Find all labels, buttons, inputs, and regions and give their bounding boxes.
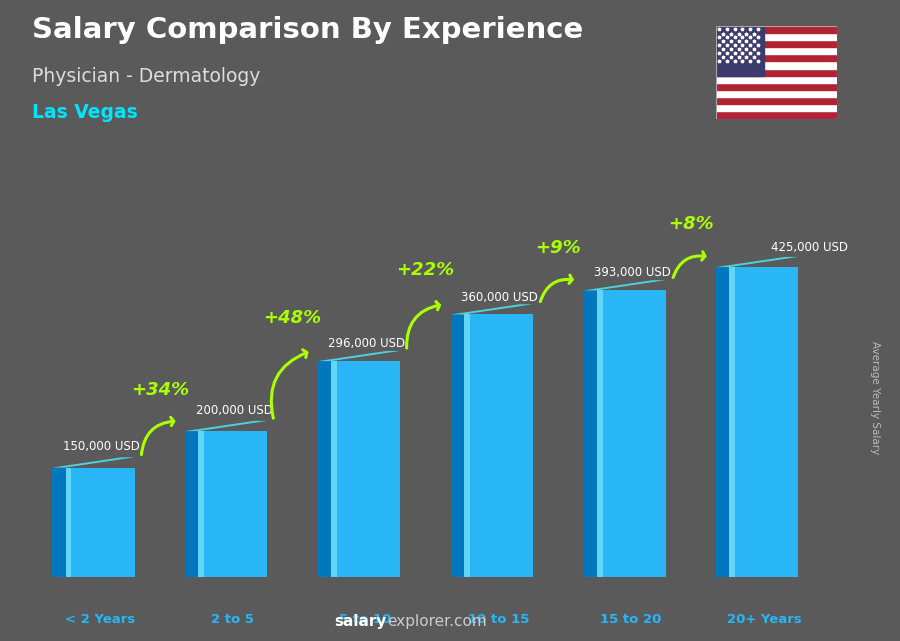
Polygon shape: [451, 304, 533, 315]
Polygon shape: [597, 290, 603, 577]
Polygon shape: [729, 267, 798, 577]
Polygon shape: [185, 431, 198, 577]
Bar: [716, 54, 837, 62]
Text: 200,000 USD: 200,000 USD: [195, 404, 273, 417]
Bar: [716, 33, 837, 40]
Bar: [716, 69, 837, 76]
Text: 20+ Years: 20+ Years: [726, 613, 801, 626]
Bar: [716, 104, 837, 112]
Text: +34%: +34%: [130, 381, 189, 399]
Text: +22%: +22%: [396, 261, 454, 279]
Text: 393,000 USD: 393,000 USD: [594, 267, 670, 279]
Text: 150,000 USD: 150,000 USD: [63, 440, 140, 453]
Text: Average Yearly Salary: Average Yearly Salary: [869, 341, 880, 454]
Bar: [716, 112, 837, 119]
Text: +8%: +8%: [668, 215, 714, 233]
Polygon shape: [716, 267, 729, 577]
Polygon shape: [451, 315, 464, 577]
Text: salary: salary: [335, 615, 387, 629]
Bar: [716, 97, 837, 104]
Bar: [716, 40, 837, 47]
Polygon shape: [729, 267, 735, 577]
Polygon shape: [464, 315, 470, 577]
Polygon shape: [52, 457, 135, 467]
Text: 15 to 20: 15 to 20: [600, 613, 662, 626]
Text: +48%: +48%: [264, 310, 321, 328]
Polygon shape: [716, 257, 798, 267]
Polygon shape: [331, 361, 400, 577]
Text: 2 to 5: 2 to 5: [212, 613, 255, 626]
Text: 296,000 USD: 296,000 USD: [328, 337, 406, 350]
Polygon shape: [597, 290, 666, 577]
Bar: [716, 26, 764, 76]
Bar: [716, 83, 837, 90]
Polygon shape: [66, 467, 135, 577]
Text: 10 to 15: 10 to 15: [468, 613, 529, 626]
Text: Physician - Dermatology: Physician - Dermatology: [32, 67, 260, 87]
Text: explorer.com: explorer.com: [387, 615, 487, 629]
Polygon shape: [331, 361, 338, 577]
Text: < 2 Years: < 2 Years: [65, 613, 135, 626]
Bar: [716, 26, 837, 33]
Polygon shape: [66, 467, 71, 577]
Polygon shape: [198, 431, 267, 577]
Polygon shape: [318, 351, 400, 361]
Polygon shape: [583, 280, 666, 290]
Text: Salary Comparison By Experience: Salary Comparison By Experience: [32, 16, 583, 44]
Polygon shape: [198, 431, 204, 577]
Bar: [716, 76, 837, 83]
Bar: [716, 90, 837, 97]
Text: Las Vegas: Las Vegas: [32, 103, 137, 122]
Text: 5 to 10: 5 to 10: [339, 613, 392, 626]
Polygon shape: [52, 467, 66, 577]
Polygon shape: [318, 361, 331, 577]
Bar: [716, 62, 837, 69]
Text: +9%: +9%: [536, 238, 581, 256]
Polygon shape: [185, 421, 267, 431]
Text: 360,000 USD: 360,000 USD: [461, 290, 538, 304]
Text: 425,000 USD: 425,000 USD: [770, 241, 848, 254]
Polygon shape: [464, 315, 533, 577]
Bar: [716, 47, 837, 54]
Polygon shape: [583, 290, 597, 577]
